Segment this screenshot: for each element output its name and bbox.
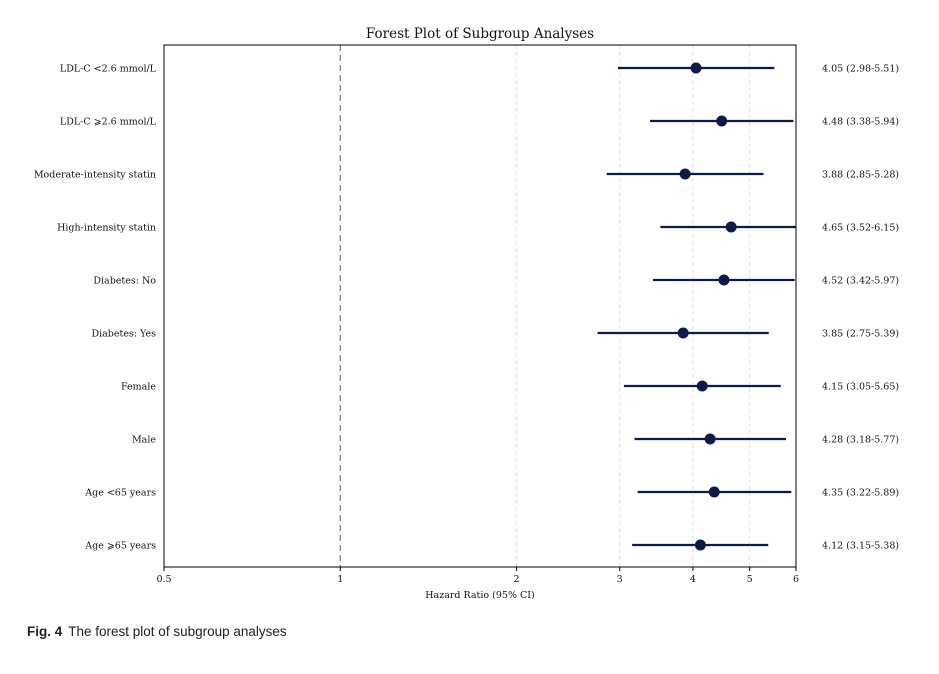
chart-title: Forest Plot of Subgroup Analyses <box>366 26 594 42</box>
x-tick-label: 5 <box>747 574 753 585</box>
hr-ci-text: 3.88 (2.85-5.28) <box>822 170 899 181</box>
x-tick-label: 6 <box>793 574 799 585</box>
hazard-ratio-texts: 4.05 (2.98-5.51) 4.48 (3.38-5.94) 3.88 (2.… <box>822 64 899 552</box>
ci-bars <box>597 62 796 551</box>
hr-ci-text: 4.35 (3.22-5.89) <box>822 488 899 499</box>
figure-caption: Fig. 4 The forest plot of subgroup analys… <box>27 624 287 639</box>
hr-point <box>718 274 730 286</box>
hr-ci-text: 4.05 (2.98-5.51) <box>822 64 899 75</box>
hr-point <box>725 221 737 233</box>
figure-caption-text: The forest plot of subgroup analyses <box>68 624 287 639</box>
row-label: Moderate-intensity statin <box>34 170 156 181</box>
row-label: High-intensity statin <box>57 223 156 234</box>
x-tick-label: 4 <box>690 574 696 585</box>
hr-ci-text: 4.48 (3.38-5.94) <box>822 117 899 128</box>
row-label: LDL-C ⩾2.6 mmol/L <box>60 117 157 128</box>
hr-point <box>679 168 691 180</box>
hr-ci-text: 4.15 (3.05-5.65) <box>822 382 899 393</box>
hr-point <box>708 486 720 498</box>
row-label: Male <box>132 435 156 446</box>
hr-ci-text: 4.12 (3.15-5.38) <box>822 541 899 552</box>
hr-ci-text: 4.65 (3.52-6.15) <box>822 223 899 234</box>
row-labels: LDL-C <2.6 mmol/L LDL-C ⩾2.6 mmol/L Modera… <box>34 64 157 552</box>
hr-point <box>694 539 706 551</box>
row-label: LDL-C <2.6 mmol/L <box>60 64 157 75</box>
row-label: Age ⩾65 years <box>84 541 156 552</box>
x-axis-label: Hazard Ratio (95% CI) <box>425 590 534 601</box>
hr-point <box>677 327 689 339</box>
grid-lines <box>516 45 751 567</box>
row-label: Diabetes: Yes <box>91 329 156 340</box>
figure-caption-label: Fig. 4 <box>27 624 63 639</box>
x-tick-label: 1 <box>337 574 343 585</box>
row-label: Female <box>121 382 156 393</box>
row-label: Diabetes: No <box>93 276 156 287</box>
x-tick-label: 2 <box>514 574 520 585</box>
x-tick-label: 3 <box>617 574 623 585</box>
hr-point <box>704 433 716 445</box>
hr-ci-text: 4.52 (3.42-5.97) <box>822 276 899 287</box>
hr-point <box>690 62 702 74</box>
x-tick-label: 0.5 <box>156 574 171 585</box>
hr-point <box>716 115 728 127</box>
hr-ci-text: 4.28 (3.18-5.77) <box>822 435 899 446</box>
hr-ci-text: 3.85 (2.75-5.39) <box>822 329 899 340</box>
hr-point <box>696 380 708 392</box>
plot-frame <box>163 44 797 568</box>
x-axis-ticks: 0.5 1 2 3 4 5 6 <box>156 567 799 585</box>
row-label: Age <65 years <box>84 488 156 499</box>
